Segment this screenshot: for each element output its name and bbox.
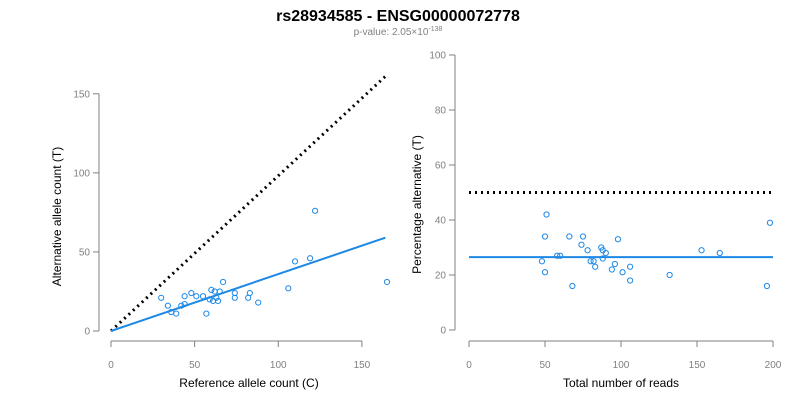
- data-point: [566, 233, 573, 240]
- data-point: [569, 282, 576, 290]
- percentage-scatter-panel: 0 50 100 150 200 0 20 40 60 80 100 Total number of …: [410, 51, 782, 391]
- data-point: [164, 302, 171, 309]
- data-point: [579, 233, 587, 240]
- data-point: [698, 247, 705, 254]
- y-axis-title: Alternative allele count (T): [50, 147, 64, 286]
- data-point: [608, 266, 615, 273]
- data-point: [599, 255, 606, 262]
- x-tick-label: 200: [765, 360, 782, 371]
- y-tick-label: 80: [435, 106, 447, 117]
- pvalue-text: p-value: 2.05×10: [354, 27, 429, 38]
- y-tick-label: 0: [440, 326, 446, 337]
- data-point: [578, 241, 585, 248]
- data-point: [206, 296, 213, 303]
- reference-line: [109, 75, 387, 333]
- data-point: [554, 252, 561, 259]
- data-point: [178, 302, 185, 309]
- data-point: [602, 249, 609, 257]
- data-point: [306, 255, 314, 262]
- data-point: [666, 271, 673, 279]
- data-point: [592, 263, 599, 270]
- x-tick-label: 0: [466, 360, 472, 371]
- data-point: [199, 293, 207, 300]
- data-point: [614, 236, 622, 243]
- data-point: [173, 310, 180, 317]
- y-tick-label: 100: [73, 168, 90, 179]
- data-point: [208, 286, 215, 293]
- data-point: [543, 211, 550, 218]
- data-point: [627, 277, 634, 284]
- data-point: [216, 288, 223, 295]
- x-tick-label: 100: [270, 360, 287, 371]
- y-tick-label: 50: [79, 247, 91, 258]
- count-scatter-panel: 0 50 100 150 0 50 100 150 Reference allele count…: [50, 75, 391, 390]
- x-tick-label: 100: [613, 360, 630, 371]
- data-point: [541, 269, 549, 276]
- y-tick-label: 0: [84, 327, 90, 338]
- x-tick-label: 150: [354, 360, 371, 371]
- data-point: [203, 310, 210, 317]
- x-tick-label: 50: [189, 360, 201, 371]
- data-point: [383, 278, 391, 286]
- x-tick-label: 50: [539, 360, 551, 371]
- data-point: [619, 269, 626, 276]
- y-tick-label: 60: [435, 161, 447, 172]
- data-point: [311, 207, 319, 214]
- data-point: [231, 294, 238, 301]
- data-point: [627, 263, 634, 270]
- data-point: [246, 289, 253, 297]
- data-point: [590, 258, 597, 265]
- data-point: [587, 258, 594, 265]
- data-point: [538, 258, 546, 265]
- y-tick-label: 40: [435, 216, 447, 227]
- data-point: [291, 258, 299, 265]
- x-tick-label: 0: [108, 360, 114, 371]
- y-axis-title: Percentage alternative (T): [410, 135, 424, 274]
- x-axis-title: Reference allele count (C): [179, 376, 318, 390]
- chart-title: rs28934585 - ENSG00000072778: [276, 8, 520, 25]
- data-point: [763, 282, 771, 290]
- pvalue-exponent: -138: [428, 26, 442, 33]
- chart-subtitle: p-value: 2.05×10-138: [354, 26, 443, 38]
- y-tick-label: 150: [73, 89, 90, 100]
- x-axis-title: Total number of reads: [563, 376, 679, 390]
- y-tick-label: 100: [429, 51, 446, 62]
- data-point: [214, 297, 222, 305]
- data-point: [181, 293, 188, 300]
- data-point: [188, 289, 195, 297]
- fit-line: [110, 236, 386, 332]
- data-point: [255, 299, 262, 306]
- x-tick-label: 150: [689, 360, 706, 371]
- data-point: [557, 252, 564, 259]
- data-point: [213, 294, 220, 301]
- data-point: [584, 247, 591, 254]
- data-point: [716, 249, 723, 257]
- data-point: [285, 285, 292, 292]
- data-point: [219, 278, 227, 286]
- data-point: [181, 301, 188, 308]
- data-point: [541, 233, 549, 240]
- data-point: [158, 294, 165, 301]
- data-point: [193, 293, 200, 300]
- data-point: [766, 219, 774, 226]
- y-tick-label: 20: [435, 271, 447, 282]
- data-point: [611, 260, 619, 268]
